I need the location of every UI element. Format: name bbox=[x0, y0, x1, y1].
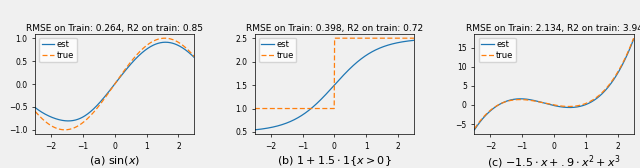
est bbox=[586, 102, 594, 104]
est bbox=[65, 120, 72, 122]
Line: true: true bbox=[474, 38, 634, 129]
X-axis label: (c) $-1.5 \cdot x + .9 \cdot x^2 + x^3$: (c) $-1.5 \cdot x + .9 \cdot x^2 + x^3$ bbox=[487, 154, 621, 168]
true bbox=[470, 128, 478, 130]
Line: est: est bbox=[35, 42, 195, 121]
est bbox=[351, 63, 359, 65]
true bbox=[331, 37, 339, 39]
est bbox=[51, 117, 58, 119]
est bbox=[630, 38, 637, 40]
true bbox=[95, 105, 102, 107]
true bbox=[61, 129, 68, 131]
est bbox=[367, 52, 374, 54]
true bbox=[270, 108, 278, 110]
true bbox=[366, 37, 374, 39]
est bbox=[95, 103, 102, 105]
X-axis label: (b) $1 + 1.5 \cdot 1\{x > 0\}$: (b) $1 + 1.5 \cdot 1\{x > 0\}$ bbox=[277, 154, 392, 168]
true bbox=[191, 56, 198, 58]
Title: RMSE on Train: 2.134, R2 on train: 3.94: RMSE on Train: 2.134, R2 on train: 3.94 bbox=[465, 24, 640, 33]
Line: est: est bbox=[474, 39, 634, 130]
X-axis label: (a) $\sin(x)$: (a) $\sin(x)$ bbox=[89, 154, 140, 167]
est bbox=[147, 46, 154, 48]
true bbox=[586, 100, 594, 102]
true bbox=[147, 42, 154, 44]
true bbox=[303, 108, 310, 110]
est bbox=[366, 52, 374, 54]
true bbox=[351, 37, 359, 39]
Line: est: est bbox=[255, 40, 414, 130]
true bbox=[314, 108, 322, 110]
true bbox=[571, 105, 579, 107]
est bbox=[314, 101, 322, 103]
true bbox=[630, 37, 637, 39]
est bbox=[490, 107, 497, 109]
est bbox=[31, 107, 39, 109]
true bbox=[586, 101, 593, 103]
est bbox=[132, 58, 140, 60]
Line: true: true bbox=[35, 38, 195, 130]
est bbox=[270, 126, 278, 128]
true bbox=[84, 118, 92, 120]
est bbox=[571, 106, 579, 108]
Legend: est, true: est, true bbox=[259, 38, 296, 62]
true bbox=[51, 126, 58, 128]
est bbox=[410, 39, 418, 41]
est bbox=[534, 100, 541, 102]
est bbox=[251, 129, 259, 131]
est bbox=[303, 111, 310, 113]
true bbox=[522, 99, 530, 101]
true bbox=[132, 55, 140, 57]
Title: RMSE on Train: 0.398, R2 on train: 0.72: RMSE on Train: 0.398, R2 on train: 0.72 bbox=[246, 24, 423, 33]
true bbox=[490, 107, 497, 109]
est bbox=[470, 129, 478, 131]
est bbox=[586, 102, 593, 104]
Legend: est, true: est, true bbox=[40, 38, 77, 62]
est bbox=[191, 57, 198, 59]
Line: true: true bbox=[255, 38, 414, 109]
true bbox=[147, 41, 155, 43]
est bbox=[84, 113, 92, 115]
true bbox=[367, 37, 375, 39]
true bbox=[410, 37, 418, 39]
true bbox=[251, 108, 259, 110]
true bbox=[31, 110, 39, 112]
Legend: est, true: est, true bbox=[479, 38, 516, 62]
true bbox=[534, 101, 541, 103]
true bbox=[161, 37, 169, 39]
est bbox=[147, 45, 155, 47]
est bbox=[522, 98, 530, 100]
est bbox=[162, 41, 170, 43]
Title: RMSE on Train: 0.264, R2 on train: 0.85: RMSE on Train: 0.264, R2 on train: 0.85 bbox=[26, 24, 204, 33]
